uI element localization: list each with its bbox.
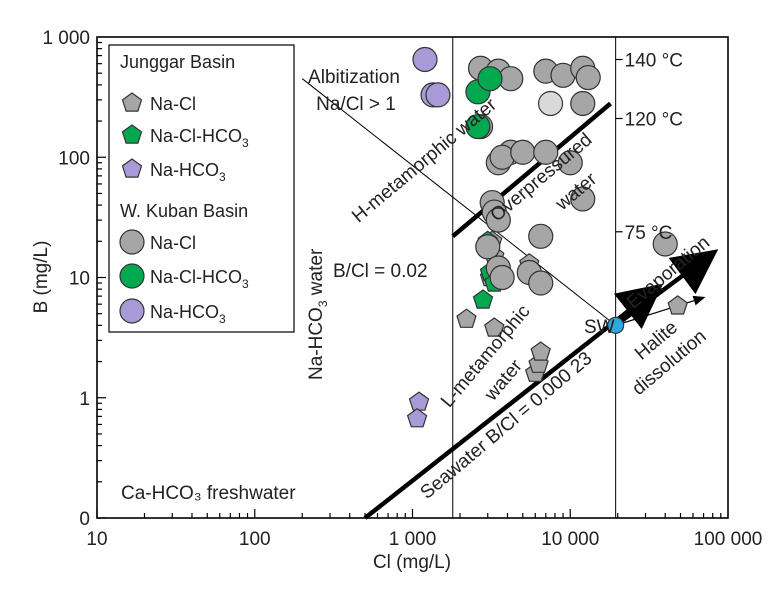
- circle-point: [537, 90, 564, 117]
- legend-label: Na-Cl-HCO3: [150, 267, 249, 291]
- albitization-label: Albitization: [308, 67, 400, 88]
- pentagon-point: [408, 391, 430, 411]
- legend-label: Na-Cl: [150, 94, 196, 114]
- na-hco3-water-label: Na-HCO3 water: [306, 248, 330, 380]
- circle-point: [570, 186, 596, 212]
- circle-point: [528, 223, 554, 249]
- circle-point: [557, 150, 583, 176]
- mixing-line: [301, 78, 616, 326]
- circle-point: [510, 139, 536, 165]
- circle-point: [477, 66, 503, 92]
- circle-point: [570, 90, 596, 117]
- y-tick-label: 10: [69, 269, 90, 290]
- pentagon-point: [484, 317, 505, 337]
- axis-ticks: 10 100 1 000 10 000 100 000 0 1 10 100 1 000: [42, 28, 762, 550]
- b-cl-ratio-label: B/Cl = 0.02: [333, 261, 428, 282]
- sw-label: SW: [584, 317, 615, 338]
- legend-label: Na-HCO3: [150, 160, 226, 184]
- legend-marker: [119, 229, 145, 255]
- freshwater-label: Ca-HCO₃ freshwater: [121, 483, 296, 504]
- legend-marker: [119, 298, 145, 324]
- circle-point: [652, 231, 678, 257]
- h-metamorphic-line: [451, 101, 612, 239]
- legend-group-junggar: Junggar Basin: [120, 52, 235, 72]
- x-tick-label: 100: [239, 529, 271, 550]
- circle-point: [425, 82, 451, 108]
- legend-label: Na-HCO3: [150, 302, 226, 326]
- circle-point: [475, 234, 501, 260]
- legend-entries: Na-Cl Na-Cl-HCO3 Na-HCO3 Na-Cl Na-Cl-HCO3 Na-…: [119, 92, 249, 326]
- x-tick-label: 100 000: [694, 529, 763, 550]
- y-axis-title: B (mg/L): [31, 241, 52, 314]
- x-tick-label: 1 000: [389, 529, 437, 550]
- pentagon-point: [530, 341, 551, 361]
- x-tick-label: 10: [86, 529, 107, 550]
- legend-marker: [121, 158, 143, 178]
- seawater-point: [607, 316, 625, 334]
- temperature-label: 75 °C: [625, 223, 673, 244]
- pentagon-point: [456, 308, 477, 328]
- temperature-label: 140 °C: [625, 50, 683, 71]
- y-tick-label: 1: [79, 389, 90, 410]
- halite-arrow: [615, 295, 706, 326]
- circle-point: [489, 144, 515, 170]
- legend-group-kuban: W. Kuban Basin: [120, 201, 248, 221]
- legend-marker: [121, 124, 143, 144]
- y-tick-label: 0: [79, 509, 90, 530]
- circle-point: [485, 207, 511, 233]
- legend: Junggar Basin W. Kuban Basin Na-Cl Na-Cl-…: [108, 44, 295, 333]
- data-points: [406, 46, 688, 428]
- circle-point: [533, 139, 559, 165]
- circle-point: [528, 270, 554, 296]
- temperature-label: 120 °C: [625, 110, 683, 131]
- legend-marker: [121, 92, 143, 112]
- pentagon-point: [667, 295, 688, 315]
- na-cl-ratio-label: Na/Cl > 1: [316, 94, 396, 115]
- circle-point: [412, 46, 438, 73]
- pentagon-point: [406, 407, 428, 428]
- x-axis-title: Cl (mg/L): [373, 552, 451, 573]
- circle-point: [489, 264, 515, 291]
- y-tick-label: 100: [58, 148, 90, 169]
- temperature-labels: 140 °C 120 °C 75 °C: [615, 50, 683, 244]
- circle-point: [465, 113, 491, 140]
- circle-point: [575, 64, 601, 91]
- evaporation-arrow: [614, 249, 719, 328]
- legend-marker: [119, 263, 145, 289]
- legend-box: [108, 44, 295, 333]
- pentagon-point: [472, 289, 494, 309]
- y-tick-label: 1 000: [42, 28, 90, 49]
- x-tick-label: 10 000: [541, 529, 599, 550]
- legend-label: Na-Cl-HCO3: [150, 126, 249, 150]
- legend-label: Na-Cl: [150, 233, 196, 253]
